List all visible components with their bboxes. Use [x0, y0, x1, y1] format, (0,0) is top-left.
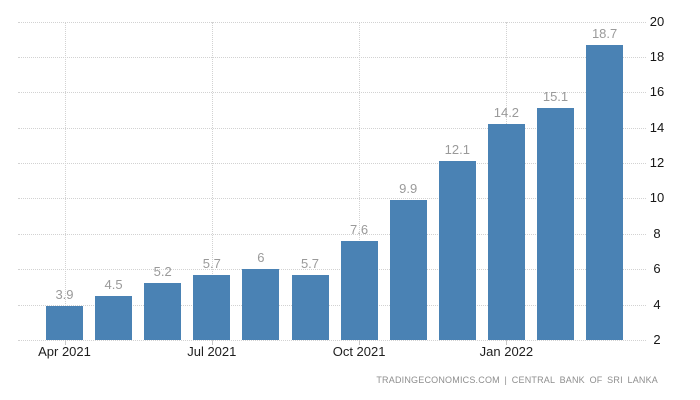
h-gridline	[18, 233, 646, 235]
x-axis-tick-label: Jul 2021	[187, 344, 237, 359]
bar	[487, 124, 525, 340]
y-axis-tick-label: 16	[649, 84, 665, 100]
x-axis-tick-label: Apr 2021	[38, 344, 91, 359]
bar-value-label: 15.1	[542, 89, 569, 105]
bar	[242, 269, 280, 340]
h-gridline	[18, 56, 646, 58]
bar-value-label: 5.7	[300, 255, 320, 271]
y-axis-tick-label: 14	[649, 119, 665, 135]
y-axis-tick-label: 4	[653, 296, 661, 312]
x-axis-tick	[359, 340, 361, 345]
x-axis-tick	[506, 340, 508, 345]
bar	[193, 274, 231, 340]
h-gridline	[18, 269, 646, 271]
h-gridline	[18, 340, 646, 341]
x-axis-tick-label: Jan 2022	[479, 344, 534, 359]
bar	[438, 161, 476, 340]
y-axis-tick-label: 8	[653, 225, 661, 241]
bar-value-label: 5.2	[153, 264, 172, 280]
bar-value-label: 5.7	[202, 255, 221, 271]
v-gridline	[64, 21, 66, 340]
bar-value-label: 6	[257, 250, 265, 266]
y-axis-tick-label: 6	[653, 261, 661, 277]
bar	[537, 108, 574, 340]
bar	[46, 306, 83, 340]
h-gridline	[18, 127, 646, 129]
x-axis-tick	[64, 340, 66, 345]
bar-value-label: 3.9	[55, 287, 74, 303]
bar	[144, 283, 182, 340]
bar-value-label: 4.5	[104, 276, 123, 292]
x-axis-tick	[211, 340, 213, 345]
h-gridline	[18, 304, 646, 306]
x-axis-tick-label: Oct 2021	[332, 344, 386, 359]
bar-value-label: 12.1	[444, 142, 470, 158]
bar	[389, 200, 427, 340]
y-axis-tick-label: 20	[649, 13, 665, 29]
y-axis-tick-label: 12	[649, 155, 665, 171]
bar	[586, 44, 624, 340]
h-gridline	[18, 92, 646, 94]
y-axis-tick-label: 10	[649, 190, 665, 206]
bar-value-label: 9.9	[399, 181, 418, 197]
v-gridline	[359, 21, 361, 340]
bar	[340, 240, 378, 340]
bar-value-label: 14.2	[493, 105, 520, 121]
v-gridline	[211, 21, 213, 340]
y-axis-tick-label: 18	[649, 48, 665, 64]
bar-value-label: 7.6	[350, 221, 369, 237]
h-gridline	[18, 198, 646, 200]
attribution-footer: TRADINGECONOMICS.COM | CENTRAL BANK OF S…	[0, 374, 658, 386]
y-axis-tick-label: 2	[653, 332, 661, 347]
bar	[95, 295, 133, 340]
h-gridline	[18, 163, 646, 165]
attribution-text: TRADINGECONOMICS.COM | CENTRAL BANK OF S…	[376, 375, 658, 385]
bar	[291, 274, 329, 340]
h-gridline	[18, 21, 646, 23]
bar-value-label: 18.7	[591, 25, 618, 41]
